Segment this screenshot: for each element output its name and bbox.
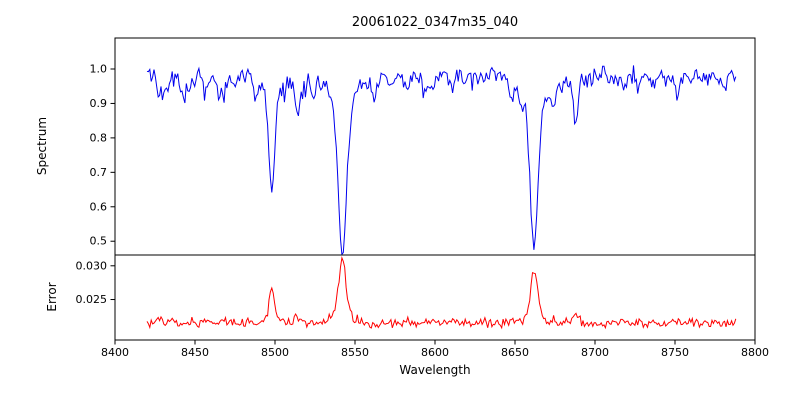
x-tick-label: 8750 xyxy=(661,346,689,359)
spectrum-y-tick-label: 0.9 xyxy=(90,97,108,110)
x-axis-label: Wavelength xyxy=(399,363,470,377)
spectrum-y-tick-label: 0.5 xyxy=(90,235,108,248)
error-y-axis-label: Error xyxy=(45,282,59,311)
x-tick-label: 8800 xyxy=(741,346,769,359)
x-tick-label: 8550 xyxy=(341,346,369,359)
spectrum-line xyxy=(146,65,737,256)
spectrum-y-axis-label: Spectrum xyxy=(35,117,49,175)
x-tick-label: 8600 xyxy=(421,346,449,359)
spectrum-y-tick-label: 0.8 xyxy=(90,131,108,144)
error-line xyxy=(146,256,737,330)
x-tick-label: 8450 xyxy=(181,346,209,359)
bottom-panel-border xyxy=(114,254,756,341)
spectrum-y-tick-label: 0.6 xyxy=(90,200,108,213)
spectrum-y-tick-label: 0.7 xyxy=(90,166,108,179)
x-tick-label: 8500 xyxy=(261,346,289,359)
x-tick-label: 8700 xyxy=(581,346,609,359)
error-y-tick-label: 0.030 xyxy=(76,259,108,272)
x-tick-label: 8650 xyxy=(501,346,529,359)
spectrum-y-tick-label: 1.0 xyxy=(90,63,108,76)
error-y-tick-label: 0.025 xyxy=(76,293,108,306)
top-panel-border xyxy=(114,37,756,256)
plot-content: 8400 8450 8500 8550 8600 8650 8700 8750 8800 0.5 0… xyxy=(76,37,769,359)
x-tick-label: 8400 xyxy=(101,346,129,359)
plot-title: 20061022_0347m35_040 xyxy=(352,15,518,30)
